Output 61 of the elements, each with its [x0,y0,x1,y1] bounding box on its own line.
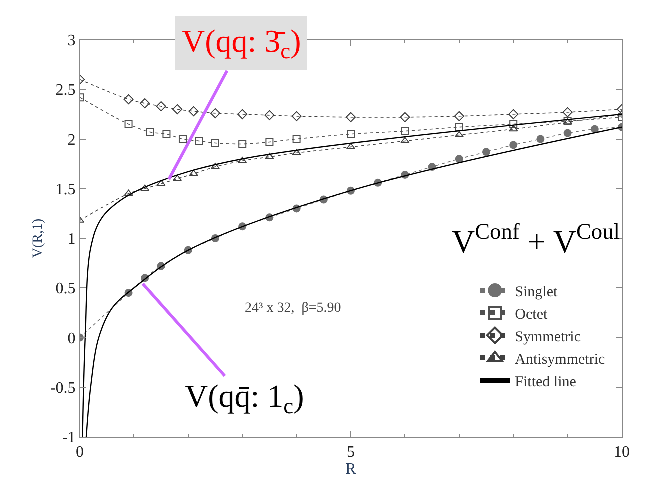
point [266,138,274,146]
point [140,98,150,109]
point [509,125,518,132]
point [510,141,518,150]
point [401,127,410,136]
point [562,107,573,118]
point [124,190,134,196]
point [188,106,199,117]
point [238,109,248,120]
point [140,184,150,192]
legend-label: Symmetric [515,329,582,346]
y-tick-label: -1 [62,430,76,447]
legend-label: Octet [515,306,548,323]
x-tick-label: 10 [614,444,630,462]
y-tick-label: 0.5 [56,280,76,298]
y-tick-label: 2.5 [56,82,76,100]
point [124,120,133,128]
point [173,174,182,182]
y-tick-label: 1.5 [56,181,76,198]
point [264,110,275,120]
point [508,109,519,120]
annotation: 24³ x 32, β=5.90 [245,301,342,316]
point [564,129,572,138]
x-axis-title: R [346,461,357,478]
point [510,120,518,128]
point [590,125,599,134]
x-tick-label: 5 [347,444,355,462]
point [212,139,220,148]
point [346,112,356,122]
point [162,130,171,138]
point [536,135,545,144]
annotation: V(qq̄: 1$_{c}$) [185,378,304,419]
point [454,111,464,122]
point [210,108,221,118]
point [156,180,166,186]
point [189,170,198,176]
point [172,104,183,115]
y-tick-label: 2 [68,132,76,149]
legend-label: Antisymmetric [515,352,606,368]
legend-label: Fitted line [515,374,577,390]
point [146,128,154,136]
y-tick-label: 0 [68,330,76,348]
point [124,94,134,105]
point [347,130,355,138]
point [195,137,204,146]
point [454,131,464,138]
y-axis-title: V(R,1) [31,218,46,258]
point [238,140,247,148]
point [292,135,301,144]
point [482,148,490,156]
annotation: V$^{Conf}$ + V$^{Coul}$ [452,219,620,260]
annotation: V(qq: 3̄$_{c}$) [182,23,302,64]
legend-label: Singlet [515,284,558,300]
y-tick-label: 1 [68,231,76,248]
y-tick-label: 3 [68,32,76,50]
point [292,111,302,122]
point [156,101,166,112]
point [400,112,410,122]
y-tick-label: -0.5 [50,380,76,397]
point [455,155,464,164]
point [178,135,187,144]
